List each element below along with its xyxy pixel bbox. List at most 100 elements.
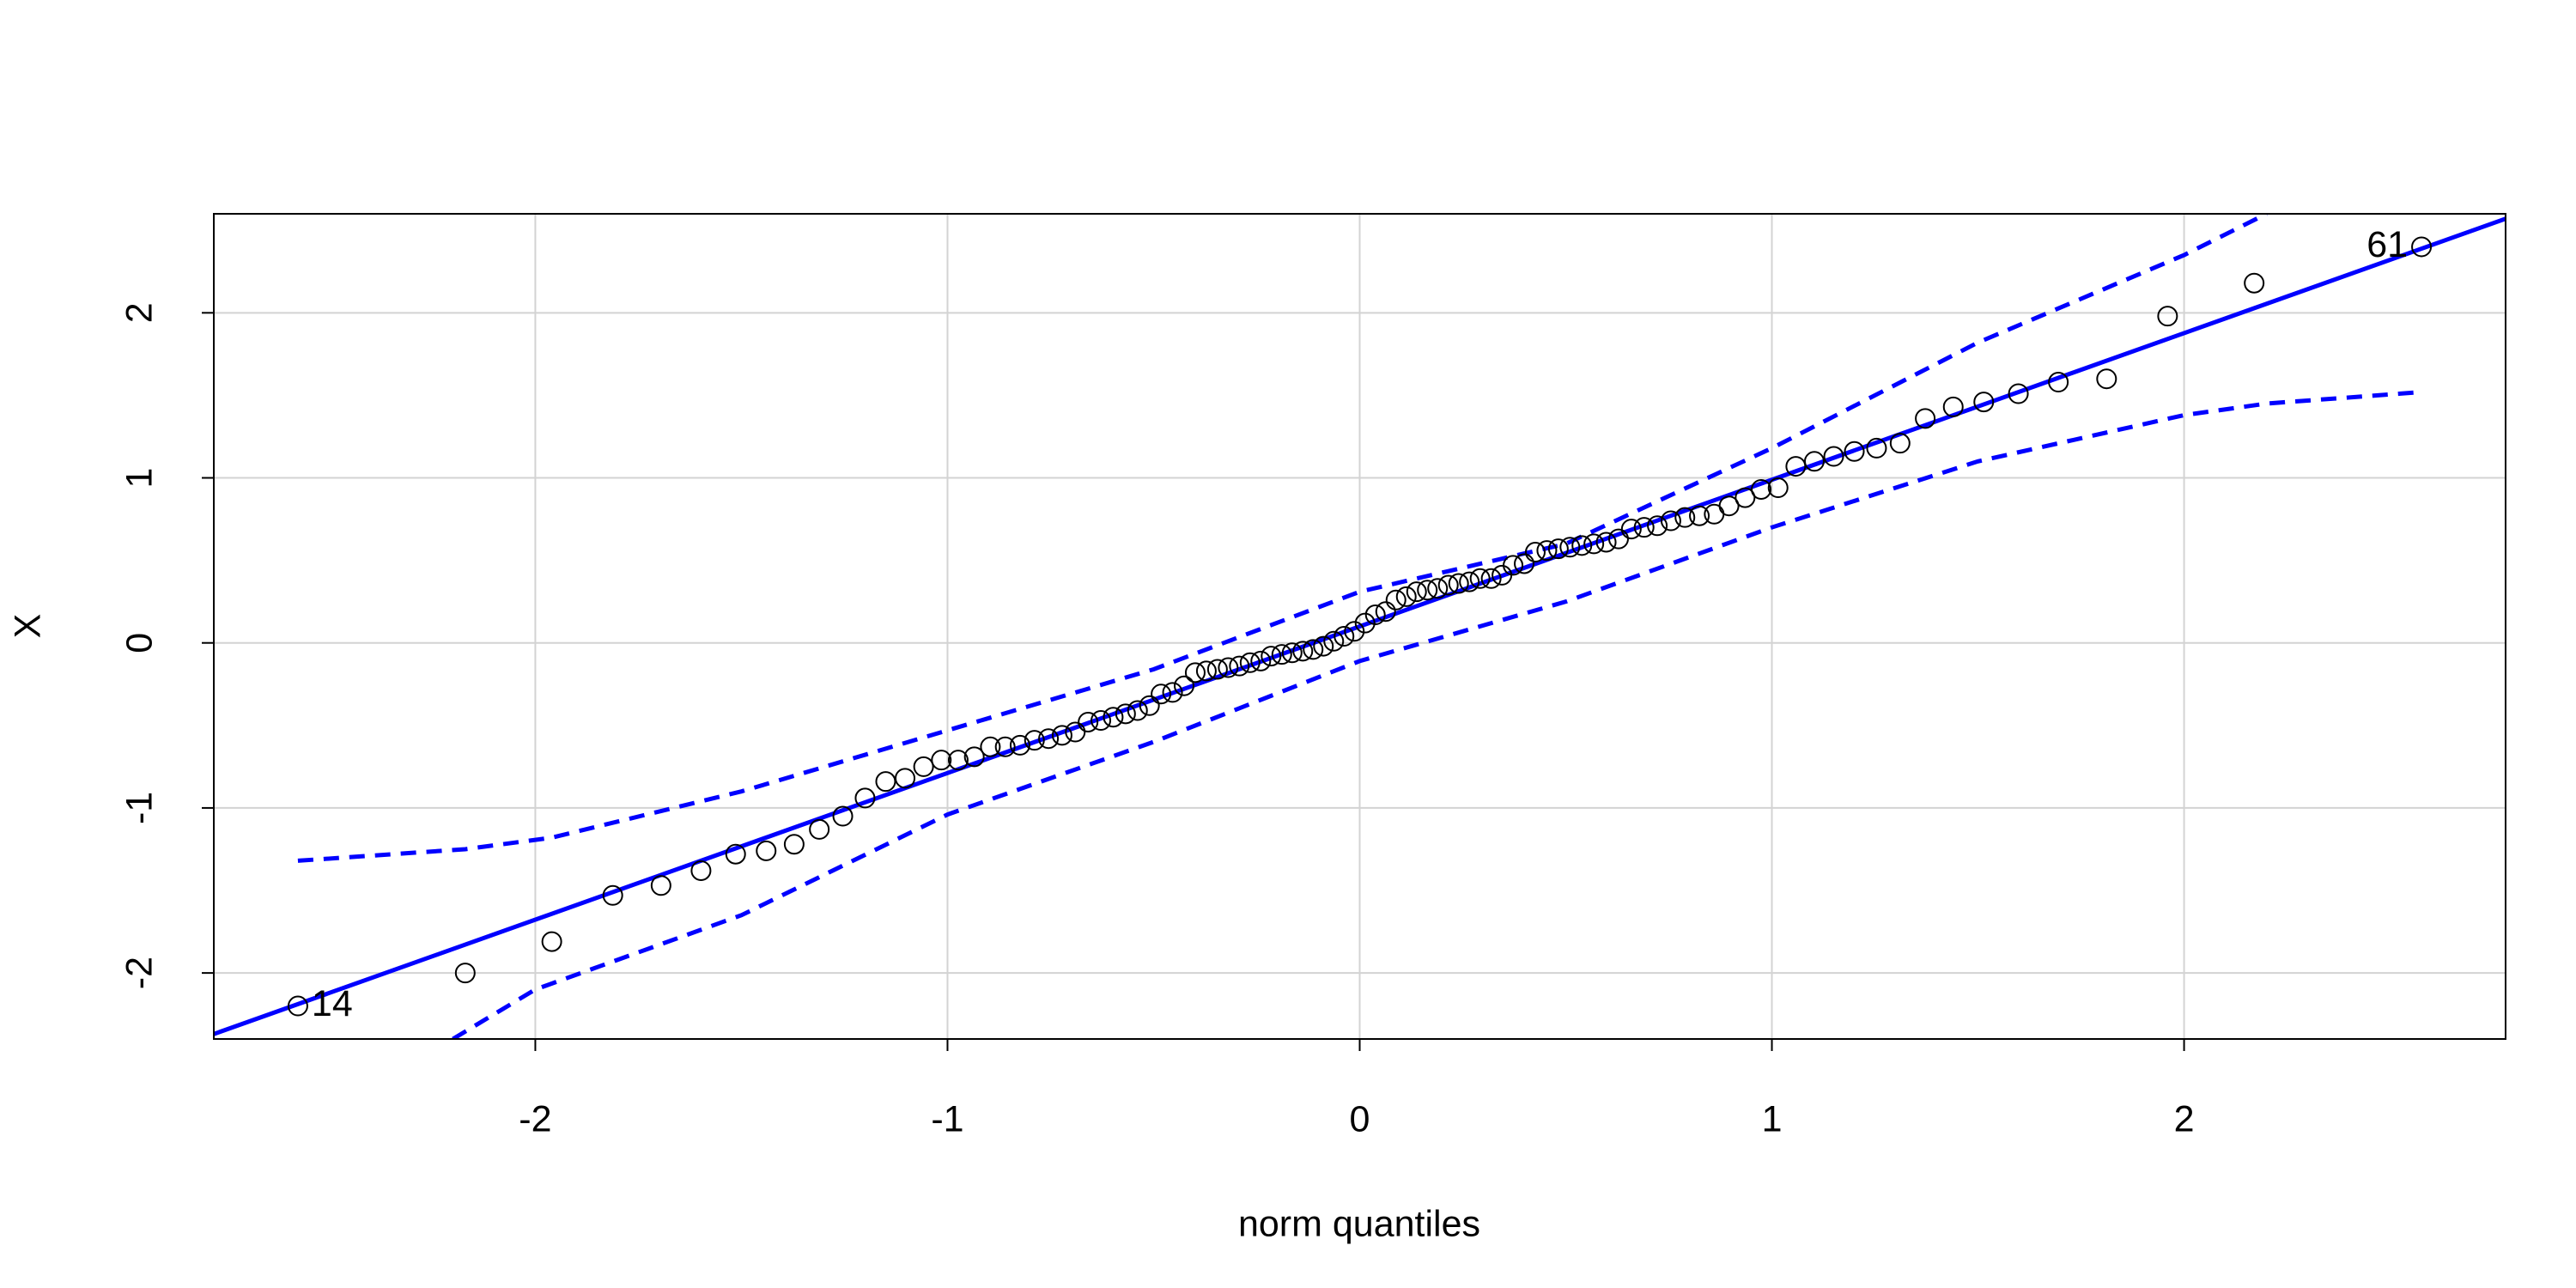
point [602, 884, 623, 906]
point [1583, 533, 1605, 555]
point [1139, 695, 1160, 716]
point [725, 843, 746, 865]
point [1323, 630, 1345, 652]
point [1009, 734, 1030, 756]
point [1469, 568, 1491, 589]
point [1344, 621, 1365, 642]
point [1151, 683, 1172, 705]
envelope-lower [452, 390, 2422, 1039]
plot-frame [213, 213, 2506, 1040]
point [1536, 540, 1558, 562]
point [1620, 519, 1642, 540]
point [1437, 574, 1459, 596]
point [1127, 700, 1148, 721]
y-tick-label: 1 [118, 468, 160, 489]
x-tick-label: -1 [931, 1098, 963, 1139]
point [1218, 657, 1239, 678]
point [1633, 517, 1655, 538]
point [1195, 660, 1217, 682]
point [1689, 505, 1710, 526]
point [1038, 728, 1060, 750]
y-tick-label: -1 [118, 792, 160, 824]
point [809, 818, 830, 840]
point [1547, 538, 1569, 560]
point [2157, 306, 2178, 327]
point [1115, 703, 1136, 725]
point [1718, 495, 1740, 517]
point [1078, 711, 1099, 732]
point [1823, 446, 1844, 467]
point [1607, 528, 1629, 550]
point [1427, 578, 1449, 599]
point [947, 750, 969, 771]
point [1660, 510, 1681, 532]
y-tick-label: -2 [118, 957, 160, 989]
point-label: 61 [2366, 224, 2408, 265]
point [1281, 642, 1303, 664]
point [1229, 655, 1250, 677]
point [1942, 396, 1964, 417]
point [1915, 408, 1936, 429]
point [1448, 573, 1469, 594]
point [2411, 236, 2433, 258]
point [1503, 555, 1524, 576]
point [1417, 580, 1438, 601]
point [1704, 503, 1725, 525]
point [1751, 478, 1772, 500]
point [2048, 372, 2069, 393]
x-tick-label: 0 [1350, 1098, 1370, 1139]
point [783, 834, 805, 855]
point [875, 771, 896, 793]
point [895, 768, 916, 789]
envelope-upper [297, 214, 2268, 863]
x-axis-label: norm quantiles [1238, 1203, 1480, 1244]
point [1674, 507, 1696, 528]
point [1395, 586, 1417, 607]
point [1406, 581, 1427, 603]
y-tick-label: 2 [118, 302, 160, 323]
point [2244, 272, 2265, 294]
point [1647, 515, 1668, 537]
point [1514, 553, 1535, 574]
point-label: 14 [312, 983, 353, 1024]
point [980, 736, 1001, 757]
point [1184, 662, 1206, 683]
point [1334, 626, 1355, 647]
point [1785, 456, 1807, 477]
point [1162, 682, 1183, 703]
point [1313, 635, 1334, 657]
point [1065, 721, 1086, 743]
point [1973, 392, 1995, 413]
point [1303, 639, 1324, 660]
x-tick-label: -2 [519, 1098, 551, 1139]
point [1385, 589, 1406, 611]
fit-line [214, 216, 2506, 1036]
point [1292, 641, 1314, 662]
point [1206, 659, 1228, 680]
point [1271, 644, 1292, 665]
point [541, 931, 562, 952]
point [1595, 532, 1617, 553]
point [454, 963, 476, 984]
point [1459, 571, 1480, 592]
point [1559, 537, 1581, 558]
point [1354, 612, 1376, 634]
point [1866, 437, 1887, 459]
point [1844, 440, 1865, 462]
point [1803, 451, 1825, 472]
point [1024, 730, 1045, 751]
point [1767, 477, 1789, 499]
point [963, 746, 985, 768]
point [650, 875, 671, 896]
point [1239, 652, 1261, 673]
x-tick-label: 1 [1762, 1098, 1783, 1139]
point [1524, 542, 1546, 563]
point [1480, 568, 1502, 589]
point [854, 787, 876, 809]
point [1571, 535, 1593, 556]
point [1103, 707, 1124, 728]
point [690, 860, 712, 881]
point [2008, 383, 2029, 404]
point [913, 756, 934, 777]
